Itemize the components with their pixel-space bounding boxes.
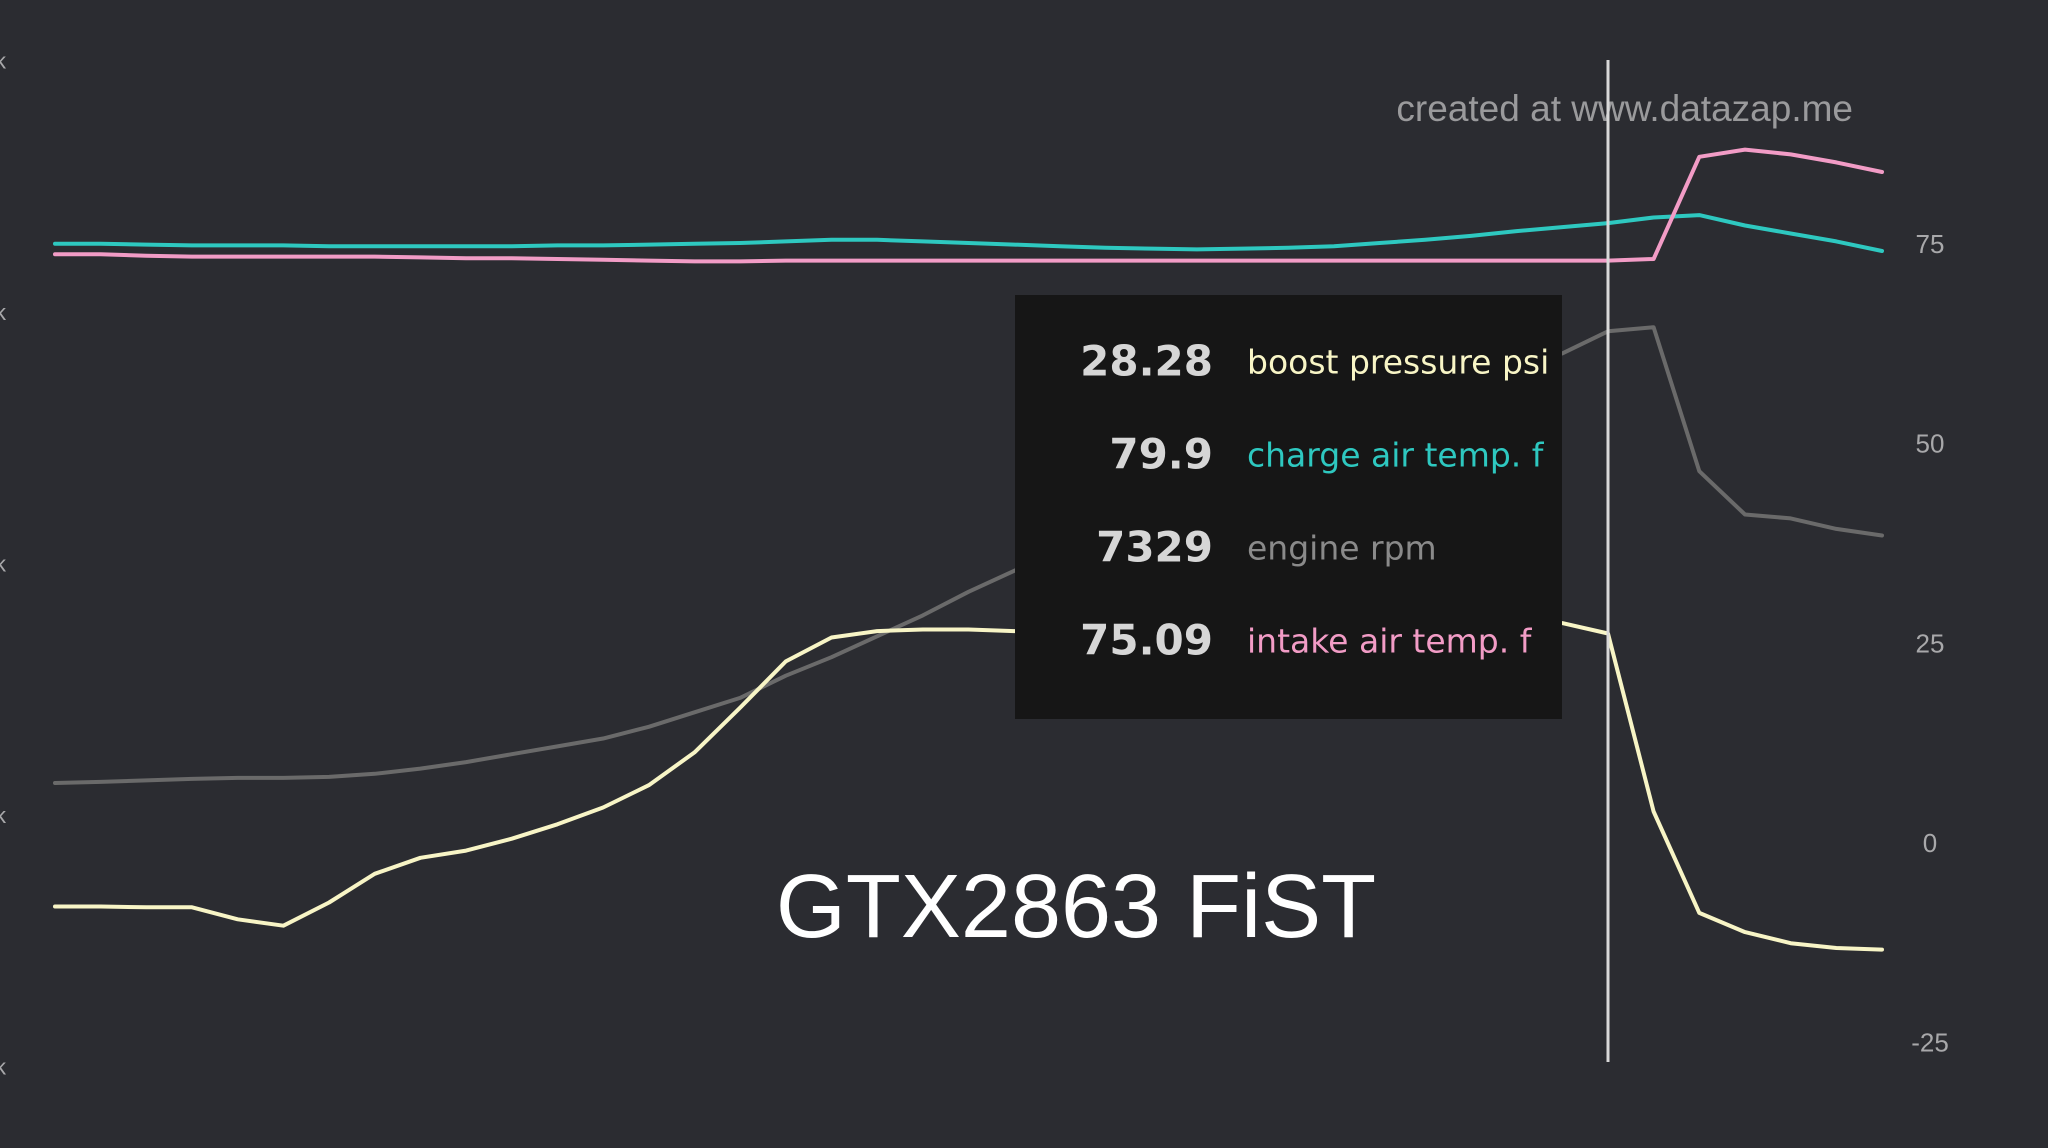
tooltip-value: 7329 bbox=[1096, 523, 1213, 572]
tooltip-value: 28.28 bbox=[1080, 337, 1213, 386]
y2-tick-label: k bbox=[0, 551, 7, 576]
tooltip-label: charge air temp. f bbox=[1247, 436, 1545, 475]
y-tick-label: 75 bbox=[1916, 229, 1945, 259]
tooltip-box bbox=[1015, 295, 1562, 719]
y2-tick-label: k bbox=[0, 48, 7, 73]
y-tick-label: 0 bbox=[1923, 828, 1937, 858]
y-tick-label: 50 bbox=[1916, 429, 1945, 459]
tooltip: 28.28 boost pressure psi 79.9 charge air te… bbox=[1015, 295, 1562, 719]
tooltip-label: boost pressure psi bbox=[1247, 343, 1549, 382]
tooltip-label: intake air temp. f bbox=[1247, 622, 1533, 661]
series-line bbox=[53, 621, 1884, 952]
tooltip-label: engine rpm bbox=[1247, 529, 1437, 568]
watermark: created at www.datazap.me bbox=[1396, 88, 1853, 129]
plot-lines bbox=[53, 147, 1884, 952]
series-line bbox=[53, 325, 1884, 785]
series-line bbox=[53, 147, 1884, 264]
y2-tick-label: k bbox=[0, 803, 7, 828]
y2-tick-label: k bbox=[0, 300, 7, 325]
series-line bbox=[53, 213, 1884, 253]
tooltip-value: 75.09 bbox=[1080, 616, 1213, 665]
tooltip-value: 79.9 bbox=[1109, 430, 1213, 479]
chart-title: GTX2863 FiST bbox=[776, 857, 1376, 957]
y-tick-label: 25 bbox=[1916, 628, 1945, 658]
y-tick-label: -25 bbox=[1911, 1028, 1949, 1058]
y2-tick-label: k bbox=[0, 1054, 7, 1079]
